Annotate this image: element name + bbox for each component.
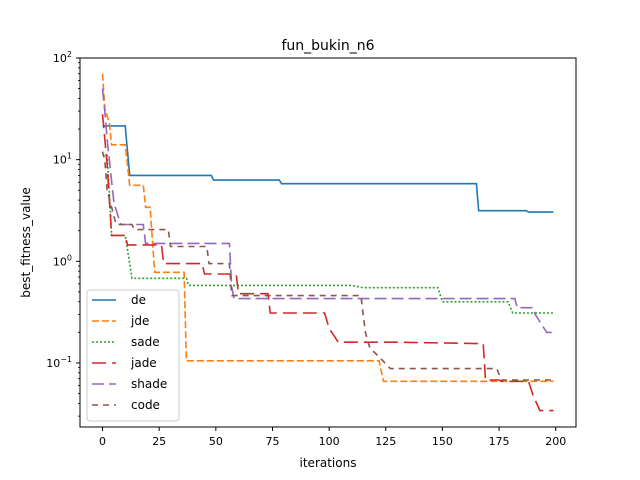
plot-series [101,73,554,412]
x-tick-label: 100 [319,435,340,448]
plot-frame [79,57,577,428]
series-line-de [102,125,554,213]
x-tick-label: 50 [209,435,223,448]
series-line-shade [101,88,554,334]
y-tick-label: 100 [53,253,72,268]
series-line-jde [101,73,554,383]
series-line-code [101,151,554,381]
x-tick-label: 175 [489,435,510,448]
legend-label-jade: jade [130,356,157,370]
y-tick-label: 101 [53,152,72,167]
y-axis-label: best_fitness_value [19,187,33,298]
x-tick-label: 0 [99,435,106,448]
x-tick-label: 125 [375,435,396,448]
legend-label-jde: jde [130,314,149,328]
legend-label-sade: sade [131,335,160,349]
y-tick-label: 10−1 [46,355,72,370]
x-tick-label: 200 [545,435,566,448]
legend-label-shade: shade [131,377,167,391]
y-axis-ticks: 10−1 100 101 102 [46,50,80,417]
legend-label-code: code [131,398,160,412]
x-axis-ticks: 0 25 50 75 100 125 150 175 200 [99,427,566,448]
series-line-jade [101,114,554,412]
x-tick-label: 150 [432,435,453,448]
x-tick-label: 25 [152,435,166,448]
x-axis-label: iterations [300,456,357,470]
legend: de jde sade jade shade code [86,289,180,422]
x-tick-label: 75 [265,435,279,448]
legend-box [86,289,180,422]
legend-label-de: de [131,293,146,307]
y-tick-label: 102 [53,50,72,65]
chart-title: fun_bukin_n6 [281,38,374,54]
